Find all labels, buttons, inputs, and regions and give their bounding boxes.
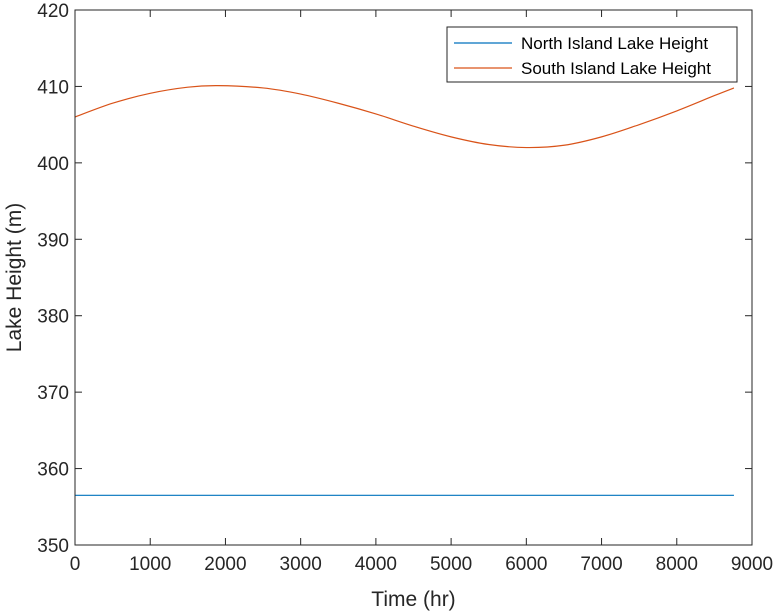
x-tick-label: 1000	[129, 554, 171, 575]
x-axis-ticks: 0 1000 2000 3000 4000 5000 6000 7000 8000 9000	[70, 10, 773, 575]
series-layer	[74, 85, 735, 496]
y-tick-label: 360	[37, 460, 69, 481]
plot-frame	[74, 9, 753, 546]
y-tick-label: 410	[37, 77, 69, 98]
y-axis-ticks: 350 360 370 380 390 400 410 420	[37, 1, 752, 557]
x-tick-label: 5000	[430, 554, 472, 575]
x-tick-label: 7000	[580, 554, 622, 575]
y-tick-label: 420	[37, 1, 69, 22]
x-tick-label: 6000	[505, 554, 547, 575]
plot-area	[75, 10, 752, 545]
x-tick-label: 8000	[656, 554, 698, 575]
y-tick-label: 390	[37, 230, 69, 251]
y-tick-label: 400	[37, 154, 69, 175]
y-axis-label: Lake Height (m)	[3, 203, 26, 352]
x-tick-label: 0	[70, 554, 81, 575]
axes-layer	[74, 9, 753, 546]
x-tick-label: 4000	[355, 554, 397, 575]
legend-label-south-island: South Island Lake Height	[521, 59, 711, 78]
legend-label-north-island: North Island Lake Height	[521, 34, 708, 53]
x-tick-label: 3000	[280, 554, 322, 575]
y-tick-label: 370	[37, 383, 69, 404]
series-line-south-island	[74, 85, 735, 149]
y-tick-label: 350	[37, 536, 69, 557]
x-axis-label: Time (hr)	[371, 588, 455, 611]
legend: North Island Lake Height South Island La…	[446, 26, 738, 83]
legend-box	[446, 26, 738, 83]
y-tick-label: 380	[37, 307, 69, 328]
x-tick-label: 2000	[204, 554, 246, 575]
x-tick-label: 9000	[731, 554, 773, 575]
